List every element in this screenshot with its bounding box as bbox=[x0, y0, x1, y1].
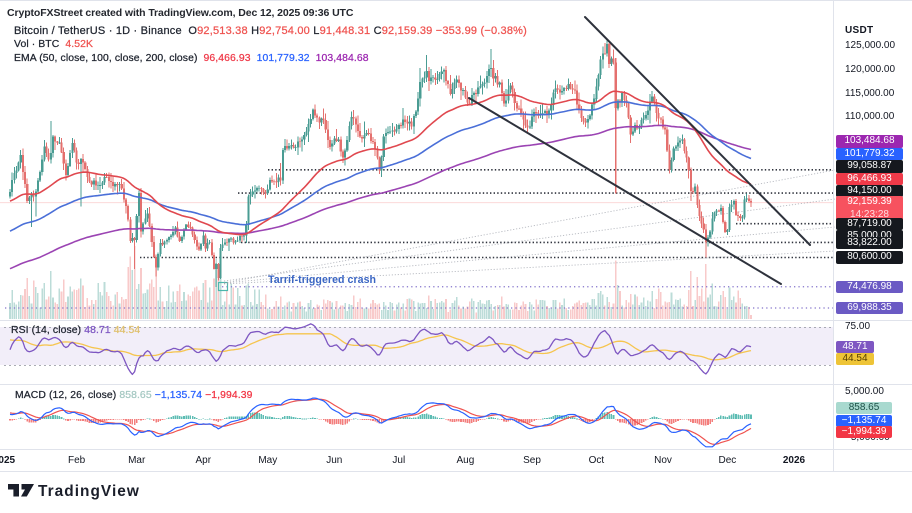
svg-text:TradingView: TradingView bbox=[38, 483, 140, 500]
